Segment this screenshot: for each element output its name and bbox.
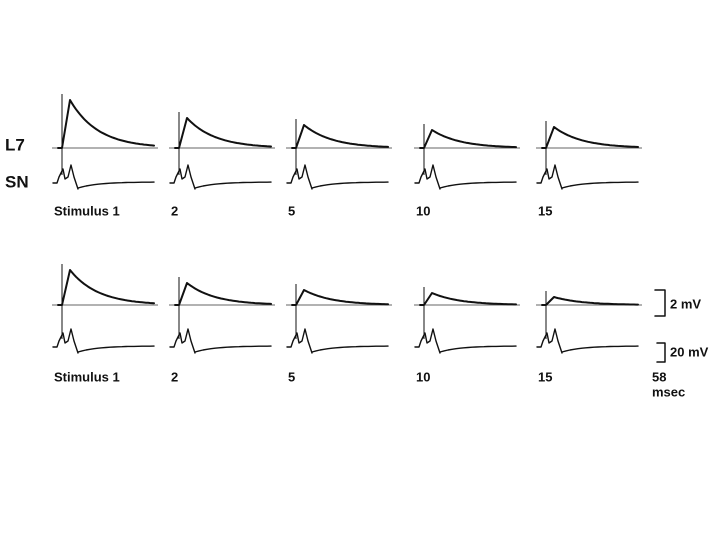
sn-trace	[52, 328, 155, 354]
time-scale-unit: msec	[652, 384, 685, 399]
epsp-trace	[541, 296, 639, 306]
time-scale-value: 58	[652, 369, 666, 384]
sn-trace	[414, 328, 517, 354]
sn-label: SN	[5, 172, 29, 191]
stimulus-label: 2	[171, 203, 178, 218]
stimulus-label: Stimulus 1	[54, 369, 120, 384]
epsp-trace	[57, 269, 155, 306]
sn-trace	[414, 164, 517, 190]
epsp-trace	[419, 292, 517, 306]
stimulus-label: 15	[538, 203, 552, 218]
sn-trace	[286, 164, 389, 190]
sn-trace	[536, 328, 639, 354]
stimulus-label: 5	[288, 369, 295, 384]
stimulus-label: Stimulus 1	[54, 203, 120, 218]
epsp-scale-label: 2 mV	[670, 296, 701, 311]
epsp-trace	[291, 289, 389, 306]
epsp-trace	[174, 117, 272, 149]
stimulus-label: 10	[416, 369, 430, 384]
sn-trace	[536, 164, 639, 190]
sn-trace	[286, 328, 389, 354]
l7-label: L7	[5, 135, 25, 154]
stimulus-label: 10	[416, 203, 430, 218]
epsp-trace	[57, 99, 155, 149]
sn-trace	[169, 328, 272, 354]
epsp-trace	[541, 126, 639, 149]
stimulus-label: 5	[288, 203, 295, 218]
epsp-trace	[174, 282, 272, 306]
spike-scale-bracket	[656, 342, 666, 363]
epsp-scale-bracket	[654, 289, 666, 317]
epsp-trace	[419, 129, 517, 149]
stimulus-label: 15	[538, 369, 552, 384]
epsp-trace	[291, 124, 389, 149]
spike-scale-label: 20 mV	[670, 344, 709, 359]
stimulus-label: 2	[171, 369, 178, 384]
scale-bars: 2 mV 20 mV 58 msec	[652, 289, 709, 399]
sn-trace	[52, 164, 155, 190]
sn-trace	[169, 164, 272, 190]
